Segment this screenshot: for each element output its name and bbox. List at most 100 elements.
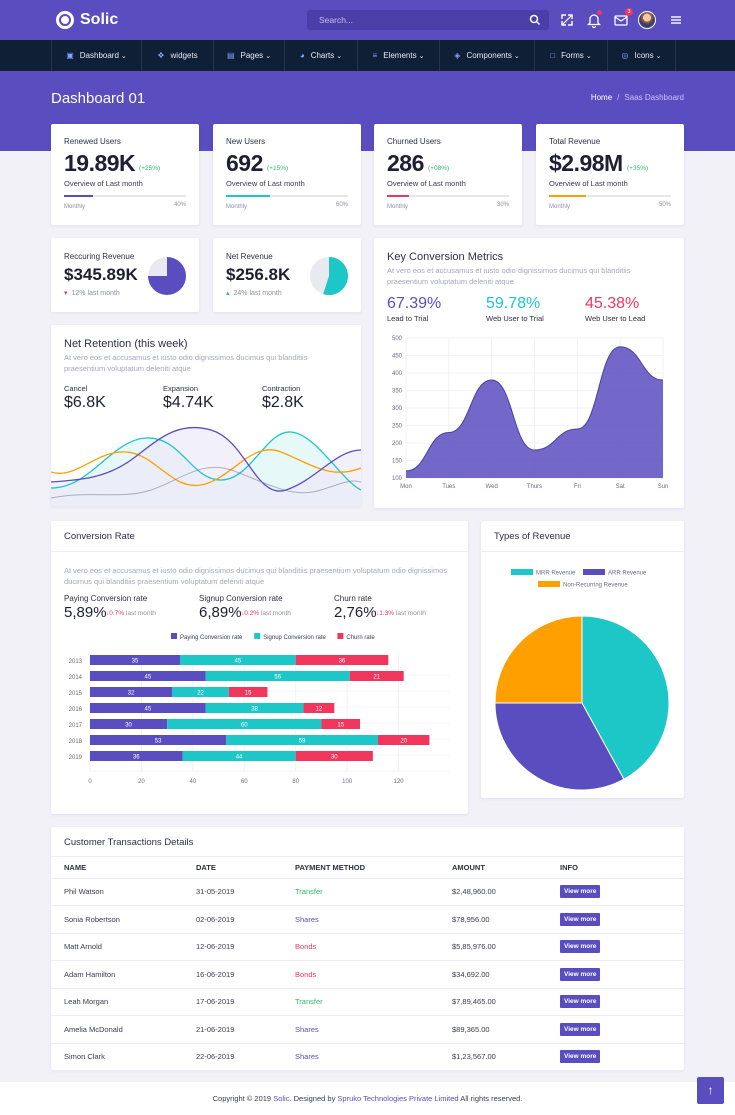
search-icon[interactable]: [529, 14, 541, 26]
y-tick-label: 2019: [69, 755, 83, 761]
avatar[interactable]: [638, 11, 656, 29]
bar: [90, 655, 180, 665]
progress-bar: [387, 195, 509, 197]
view-more-button[interactable]: View more: [560, 912, 601, 926]
back-to-top-button[interactable]: ↑: [697, 1077, 724, 1104]
customer-name: Adam Hamilton: [51, 960, 196, 989]
nav-item-pages[interactable]: ▤ Pages ⌄: [213, 40, 284, 71]
customer-name: Amelia McDonald: [51, 1015, 196, 1044]
fullscreen-icon[interactable]: [559, 12, 575, 28]
x-tick-label: Tues: [442, 484, 455, 490]
stat-change: (+35%): [627, 165, 649, 172]
nav-item-label: Elements: [383, 51, 417, 60]
stat-label: Renewed Users: [64, 137, 121, 146]
bar: [90, 687, 173, 697]
legend-swatch: [171, 633, 177, 639]
rate-value: 6,89%: [199, 604, 242, 621]
mail-icon[interactable]: 3: [613, 8, 633, 28]
view-more-button[interactable]: View more: [560, 1022, 601, 1036]
footer: Copyright © 2019 Solic. Designed by Spru…: [0, 1082, 735, 1115]
nav-item-label: Pages: [240, 51, 264, 60]
x-tick-label: 100: [342, 779, 353, 785]
nav-item-forms[interactable]: □ Forms ⌄: [534, 40, 607, 71]
arrow-up-icon: ↑: [707, 1083, 714, 1097]
breadcrumb-home[interactable]: Home: [590, 93, 613, 102]
footer-company-link[interactable]: Spruko Technologies Private Limited: [337, 1094, 459, 1103]
stat-period: Monthly: [226, 204, 248, 210]
table-row: Matt Arnold 12-06-2019 Bonds $5,85,976.00 Vi…: [51, 933, 684, 961]
transaction-date: 21-06-2019: [196, 1015, 295, 1044]
stat-value: 286: [387, 150, 424, 176]
stat-card: Renewed Users 19.89K (+25%) Overview of Las…: [51, 124, 199, 225]
view-more-button[interactable]: View more: [560, 885, 601, 899]
chevron-down-icon: ⌄: [585, 52, 592, 60]
nav-item-dashboard[interactable]: ▣ Dashboard ⌄: [51, 40, 141, 71]
search-box: [307, 10, 549, 30]
mini-revenue-card: Reccuring Revenue $345.89K ▾ 12% last month: [51, 238, 199, 312]
nav-item-icons[interactable]: ◎ Icons ⌄: [607, 40, 676, 71]
stat-progress-label: 50%: [658, 202, 671, 208]
top-bar: Solic 3: [0, 0, 735, 40]
nav-item-elements[interactable]: ≡ Elements ⌄: [357, 40, 439, 71]
transaction-amount: $89,365.00: [452, 1015, 560, 1044]
nav-item-widgets[interactable]: ❖ widgets: [141, 40, 213, 71]
stat-period: Monthly: [64, 204, 86, 210]
bell-icon[interactable]: [586, 10, 602, 29]
stat-sub: Overview of Last month: [64, 179, 143, 188]
transaction-amount: $78,956.00: [452, 905, 560, 934]
view-more-button[interactable]: View more: [560, 995, 601, 1009]
stacked-bar-chart: Paying Conversion rate Signup Conversion …: [69, 633, 450, 785]
transactions-title: Customer Transactions Details: [64, 837, 194, 848]
view-more-button[interactable]: View more: [560, 1050, 601, 1064]
transaction-date: 02-06-2019: [196, 905, 295, 934]
transaction-amount: $7,89,465.00: [452, 988, 560, 1016]
stat-change: (+15%): [267, 165, 289, 172]
progress-fill: [226, 195, 270, 197]
stat-progress-label: 30%: [496, 202, 509, 208]
bar: [295, 655, 389, 665]
transaction-date: 31-05-2019: [196, 878, 295, 906]
rate-value: 5,89%: [64, 604, 107, 621]
app-logo[interactable]: Solic: [56, 11, 118, 29]
progress-bar: [549, 195, 671, 197]
bar: [295, 751, 373, 761]
payment-method: Bonds: [295, 960, 452, 989]
view-more-button[interactable]: View more: [560, 967, 601, 981]
table-row: Amelia McDonald 21-06-2019 Shares $89,365.0…: [51, 1015, 684, 1044]
menu-icon[interactable]: [668, 12, 684, 28]
net-retention-title: Net Retention (this week): [64, 338, 188, 350]
mail-badge: 3: [625, 8, 633, 16]
payment-method: Shares: [295, 1043, 452, 1071]
stat-period: Monthly: [387, 204, 409, 210]
search-input[interactable]: [307, 10, 522, 30]
view-more-button[interactable]: View more: [560, 940, 601, 954]
rate-change: ↓1.3% last month: [376, 610, 426, 617]
stat-sub: Overview of Last month: [226, 179, 305, 188]
chevron-down-icon: ⌄: [418, 52, 425, 60]
y-tick-label: 400: [392, 371, 403, 377]
y-tick-label: 250: [392, 424, 403, 430]
stat-change: (+08%): [428, 165, 450, 172]
mini-label: Net Revenue: [226, 252, 273, 261]
target-icon: ◎: [621, 51, 629, 60]
stat-progress-label: 40%: [173, 202, 186, 208]
footer-brand-link[interactable]: Solic: [273, 1094, 290, 1103]
column-header: AMOUNT: [452, 857, 560, 879]
revenue-types-card: Types of Revenue MRR Revenue ARR Revenue N…: [481, 521, 684, 798]
y-tick-label: 2017: [69, 723, 83, 729]
y-tick-label: 2018: [69, 739, 83, 745]
legend-swatch: [337, 633, 344, 639]
cube-icon: ❖: [157, 51, 165, 60]
legend-swatch: [583, 569, 605, 575]
nav-item-charts[interactable]: ◕ Charts ⌄: [284, 40, 357, 71]
bar-value-label: 59: [299, 739, 306, 745]
customer-name: Sonia Robertson: [51, 905, 196, 934]
table-row: Phil Watson 31-05-2019 Transfer $2,48,960.0…: [51, 878, 684, 906]
y-tick-label: 2016: [69, 707, 83, 713]
package-icon: ◈: [454, 51, 461, 60]
bar: [90, 751, 183, 761]
nav-item-components[interactable]: ◈ Components ⌄: [439, 40, 534, 71]
payment-method: Transfer: [295, 878, 452, 906]
rate-label: Churn rate: [334, 594, 372, 603]
stat-card: New Users 692 (+15%) Overview of Last month…: [213, 124, 361, 225]
